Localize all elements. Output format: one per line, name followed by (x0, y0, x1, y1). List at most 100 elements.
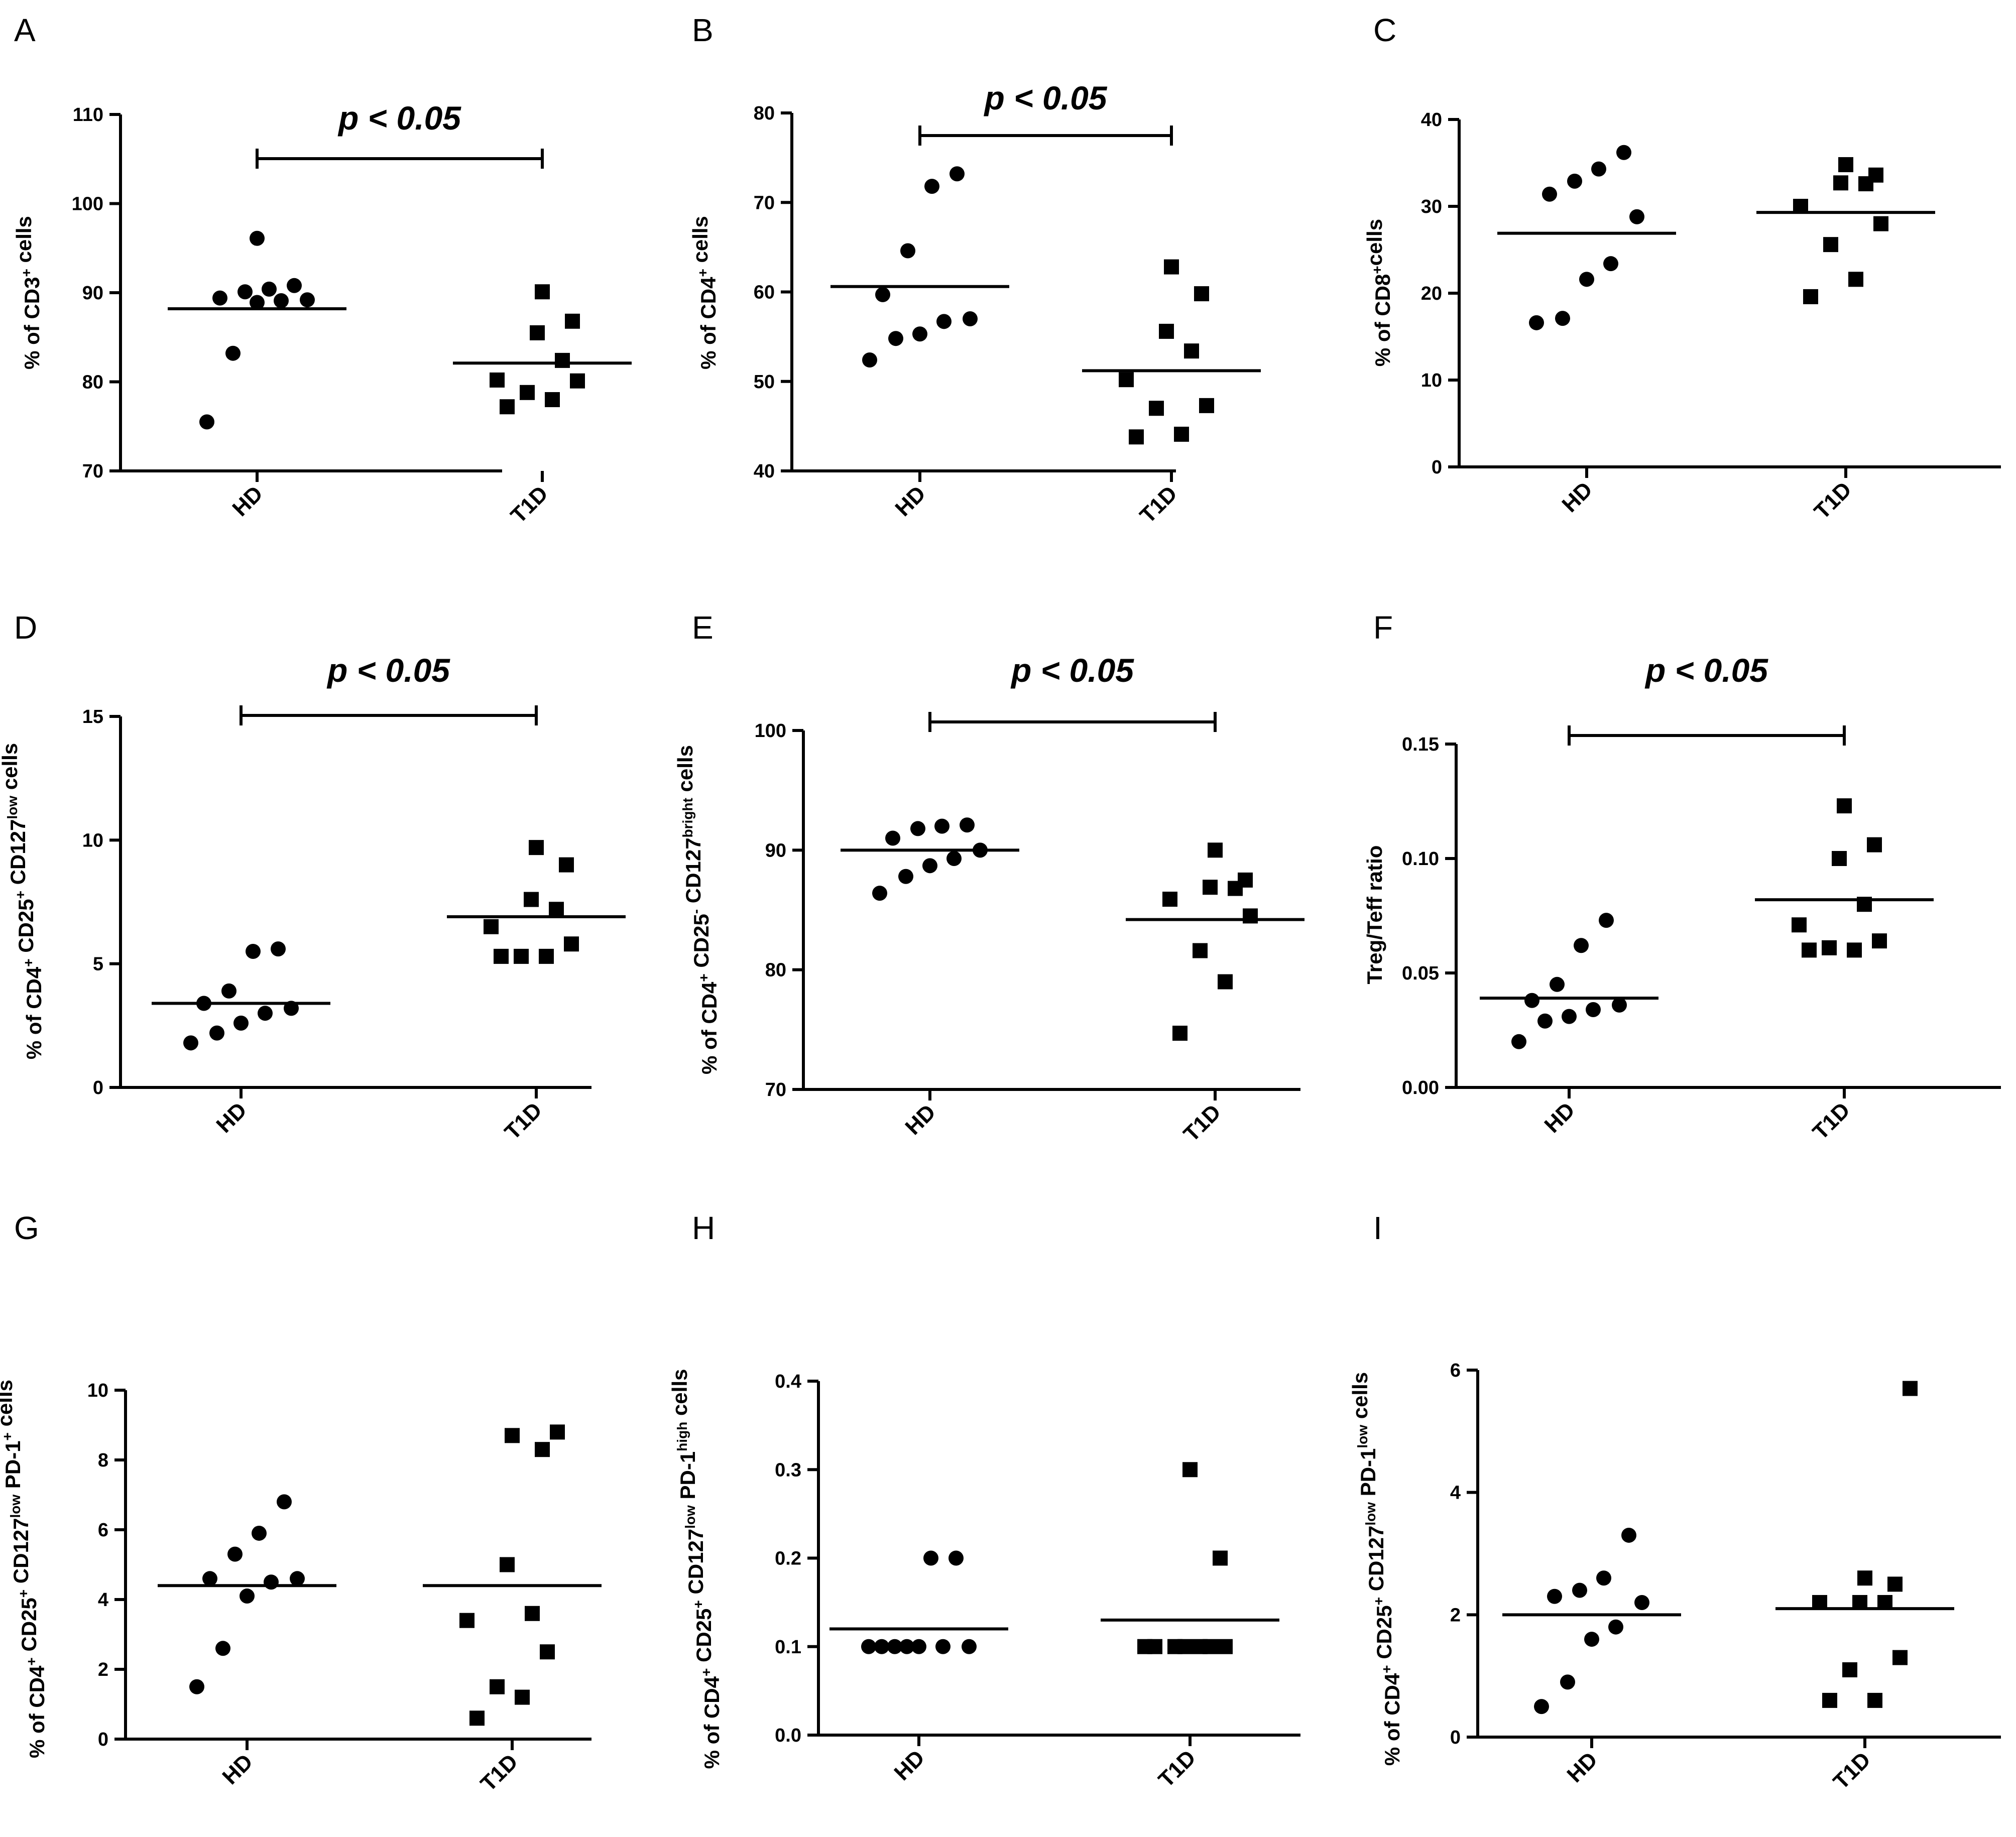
x-tick-label-hd: HD (900, 1099, 940, 1140)
data-point-t1d (1162, 892, 1177, 907)
data-point-t1d (484, 919, 499, 934)
y-axis-label-part: PD-1 (1356, 1448, 1380, 1502)
data-point-t1d (500, 1557, 515, 1572)
y-axis-label: % of CD4+ CD25+ CD127low PD-1low cells (1348, 1372, 1404, 1766)
y-axis-label-part: cells (12, 216, 36, 269)
data-point-hd (1579, 272, 1594, 287)
data-point-t1d (515, 1689, 530, 1705)
y-axis-label-part: % of CD4 (1380, 1673, 1404, 1766)
x-tick-label-hd: HD (1539, 1097, 1580, 1138)
data-point-t1d (549, 902, 564, 917)
y-axis-label-superscript: + (695, 269, 710, 277)
y-tick-label: 2 (98, 1659, 108, 1680)
y-tick-label: 0 (98, 1729, 108, 1750)
y-tick-label: 10 (87, 1380, 108, 1401)
x-tick-label-hd: HD (889, 1745, 929, 1785)
data-point-hd (258, 1006, 273, 1021)
data-point-t1d (1838, 157, 1853, 172)
data-point-hd (1537, 1013, 1553, 1029)
x-tick-label-t1d: T1D (500, 1097, 547, 1144)
y-axis-label-part: % of CD4 (700, 1676, 724, 1769)
y-axis-label: % of CD4+ CD25+ CD127low PD-1+ cells (0, 1380, 49, 1758)
y-axis-label-part: cells (0, 1380, 17, 1432)
data-point-t1d (525, 1606, 540, 1621)
data-point-hd (271, 941, 286, 957)
y-axis-label-part: cells (688, 216, 712, 269)
y-tick-label: 40 (754, 461, 775, 482)
y-axis-label-part: % of CD4 (696, 277, 720, 370)
data-point-t1d (1832, 851, 1847, 866)
data-point-hd (262, 281, 277, 297)
y-axis-label-part: CD25 (1372, 1605, 1396, 1665)
y-axis-label-superscript: + (24, 1657, 39, 1665)
data-point-hd (1550, 976, 1565, 992)
data-point-t1d (1892, 1650, 1908, 1665)
y-axis-label-superscript: + (696, 973, 711, 982)
x-tick-label-t1d: T1D (1829, 1747, 1875, 1794)
panel-e: E 70 80 90 100 HD T1D % of CD4+ CD25- CD127brig… (673, 609, 1305, 1147)
data-point-t1d (514, 948, 529, 964)
x-tick-label-t1d: T1D (476, 1749, 523, 1796)
panel-a: A 70 80 90 100 110 HD T1D % of CD3+ cells p < 0.0… (12, 12, 632, 528)
y-tick-label: 30 (1421, 196, 1442, 217)
y-tick-label: 50 (754, 372, 775, 393)
y-axis-label-part: cells (673, 745, 697, 798)
data-point-t1d (529, 840, 544, 855)
data-point-t1d (1203, 880, 1218, 895)
data-point-hd (1634, 1595, 1649, 1610)
data-point-t1d (1172, 1025, 1188, 1041)
panel-letter: A (14, 12, 36, 48)
data-point-t1d (535, 284, 550, 300)
data-point-t1d (490, 1679, 505, 1694)
x-tick-label-hd: HD (1557, 477, 1597, 517)
y-tick-label: 70 (82, 461, 103, 482)
data-point-hd (862, 352, 877, 368)
y-axis-label-part: CD25 (689, 914, 713, 973)
y-axis-label-part: % of CD4 (697, 982, 721, 1074)
data-point-t1d (1174, 426, 1189, 442)
data-point-t1d (1903, 1381, 1918, 1396)
data-point-hd (1511, 1034, 1526, 1049)
data-point-t1d (564, 936, 579, 952)
y-tick-label: 0.2 (775, 1548, 801, 1569)
y-tick-label: 2 (1450, 1605, 1461, 1626)
data-point-hd (1524, 993, 1539, 1008)
y-tick-label: 60 (754, 282, 775, 303)
data-point-hd (250, 295, 265, 310)
y-axis-label-superscript: + (698, 1668, 714, 1676)
y-tick-label: 70 (765, 1079, 786, 1100)
y-axis-label-superscript: + (16, 1589, 31, 1598)
y-tick-label: 0.05 (1402, 963, 1439, 984)
data-point-hd (1603, 256, 1618, 272)
y-axis-label: % of CD4+ cells (688, 216, 720, 370)
data-point-hd (1621, 1527, 1636, 1543)
data-point-hd (212, 290, 227, 306)
data-point-t1d (570, 373, 585, 389)
y-axis-label-superscript: bright (680, 798, 695, 837)
x-tick-label-hd: HD (890, 481, 930, 521)
y-tick-label: 20 (1421, 283, 1442, 304)
p-value-label: p < 0.05 (984, 79, 1108, 116)
data-point-t1d (1792, 917, 1807, 933)
data-point-hd (887, 1639, 902, 1654)
data-point-hd (962, 1639, 977, 1654)
data-point-t1d (540, 1644, 555, 1660)
data-point-hd (1596, 1570, 1611, 1586)
data-point-t1d (494, 948, 509, 964)
data-point-t1d (1194, 286, 1209, 302)
y-axis-label-superscript: low (682, 1505, 698, 1529)
p-value-label: p < 0.05 (1010, 652, 1134, 689)
data-point-hd (875, 287, 890, 302)
data-point-hd (898, 869, 913, 884)
y-axis-label-part: Treg/Teff ratio (1363, 845, 1386, 985)
y-tick-label: 0 (1450, 1727, 1461, 1748)
data-point-hd (923, 1550, 938, 1566)
x-tick-label-t1d: T1D (1135, 481, 1182, 528)
data-point-t1d (1177, 1639, 1193, 1654)
y-axis-label-part: PD-1 (676, 1451, 699, 1505)
data-point-hd (946, 851, 962, 867)
data-point-hd (221, 983, 236, 999)
y-axis-label-part: CD127 (6, 819, 30, 891)
